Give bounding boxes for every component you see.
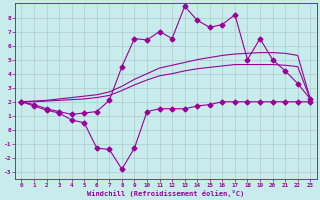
X-axis label: Windchill (Refroidissement éolien,°C): Windchill (Refroidissement éolien,°C): [87, 190, 244, 197]
